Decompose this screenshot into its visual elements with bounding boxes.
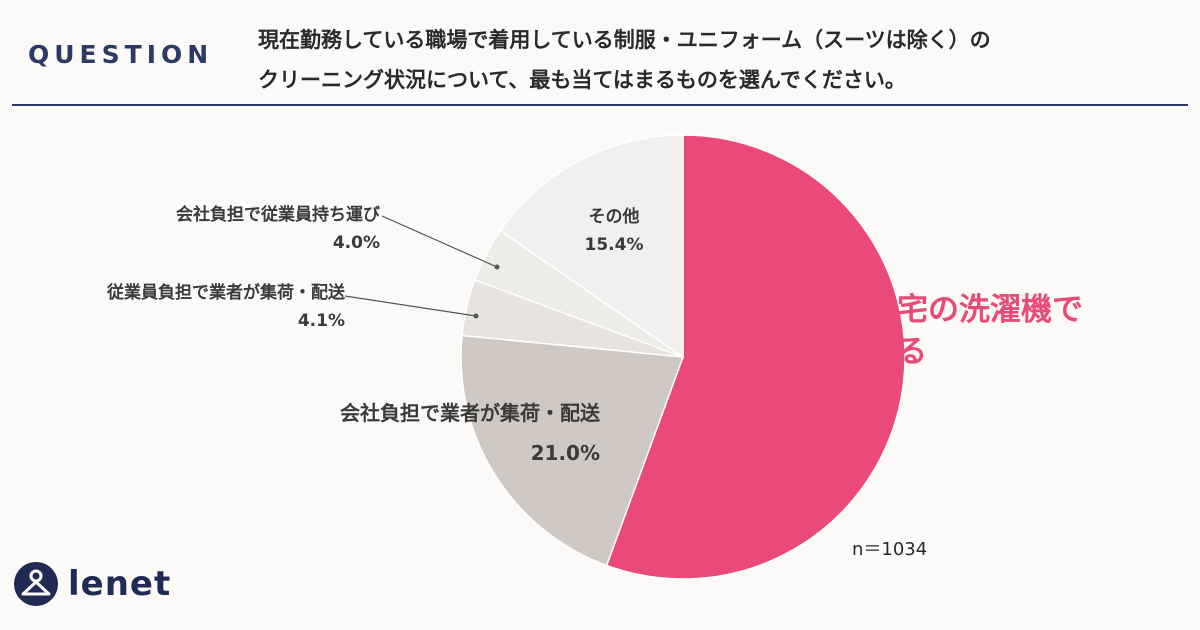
leader-dot-3 [494, 264, 500, 270]
slice-label-1-line-0: 会社負担で業者が集荷・配送 [340, 401, 601, 425]
leader-line-3 [381, 215, 498, 268]
leader-line-2 [344, 295, 477, 317]
question-line-1: 現在勤務している職場で着用している制服・ユニフォーム（スーツは除く）の [258, 28, 991, 52]
pie-slice-4 [499, 134, 684, 359]
question-line-2: クリーニング状況について、最も当てはまるものを選んでください。 [258, 68, 906, 92]
hanger-person-icon [14, 562, 58, 606]
pie-slice-1 [460, 334, 685, 567]
pie-slice-0 [605, 134, 906, 580]
slice-value-4: 15.4% [585, 235, 644, 255]
slice-label-0-line-1: 洗濯している [742, 334, 927, 370]
brand-logo: lenet [12, 560, 171, 608]
header-divider [12, 104, 1188, 106]
slice-value-1: 21.0% [531, 441, 600, 465]
brand-name: lenet [68, 564, 172, 604]
question-text: 現在勤務している職場で着用している制服・ユニフォーム（スーツは除く）の クリーニ… [258, 20, 1188, 100]
leader-dot-2 [473, 313, 479, 319]
slice-label-2-line-0: 従業員負担で業者が集荷・配送 [106, 282, 346, 303]
slice-value-2: 4.1% [298, 311, 345, 331]
slice-label-4-line-0: その他 [589, 206, 640, 227]
question-label: QUESTION [28, 40, 214, 69]
slice-label-0-line-0: 従業員が自宅の洗濯機で [741, 292, 1083, 328]
slice-value-0: 55.7% [742, 380, 839, 413]
slice-label-3-line-0: 会社負担で従業員持ち運び [176, 204, 380, 225]
header: QUESTION 現在勤務している職場で着用している制服・ユニフォーム（スーツは… [0, 0, 1200, 108]
slice-value-3: 4.0% [333, 233, 380, 253]
sample-size-note: n＝1034 [852, 539, 927, 560]
